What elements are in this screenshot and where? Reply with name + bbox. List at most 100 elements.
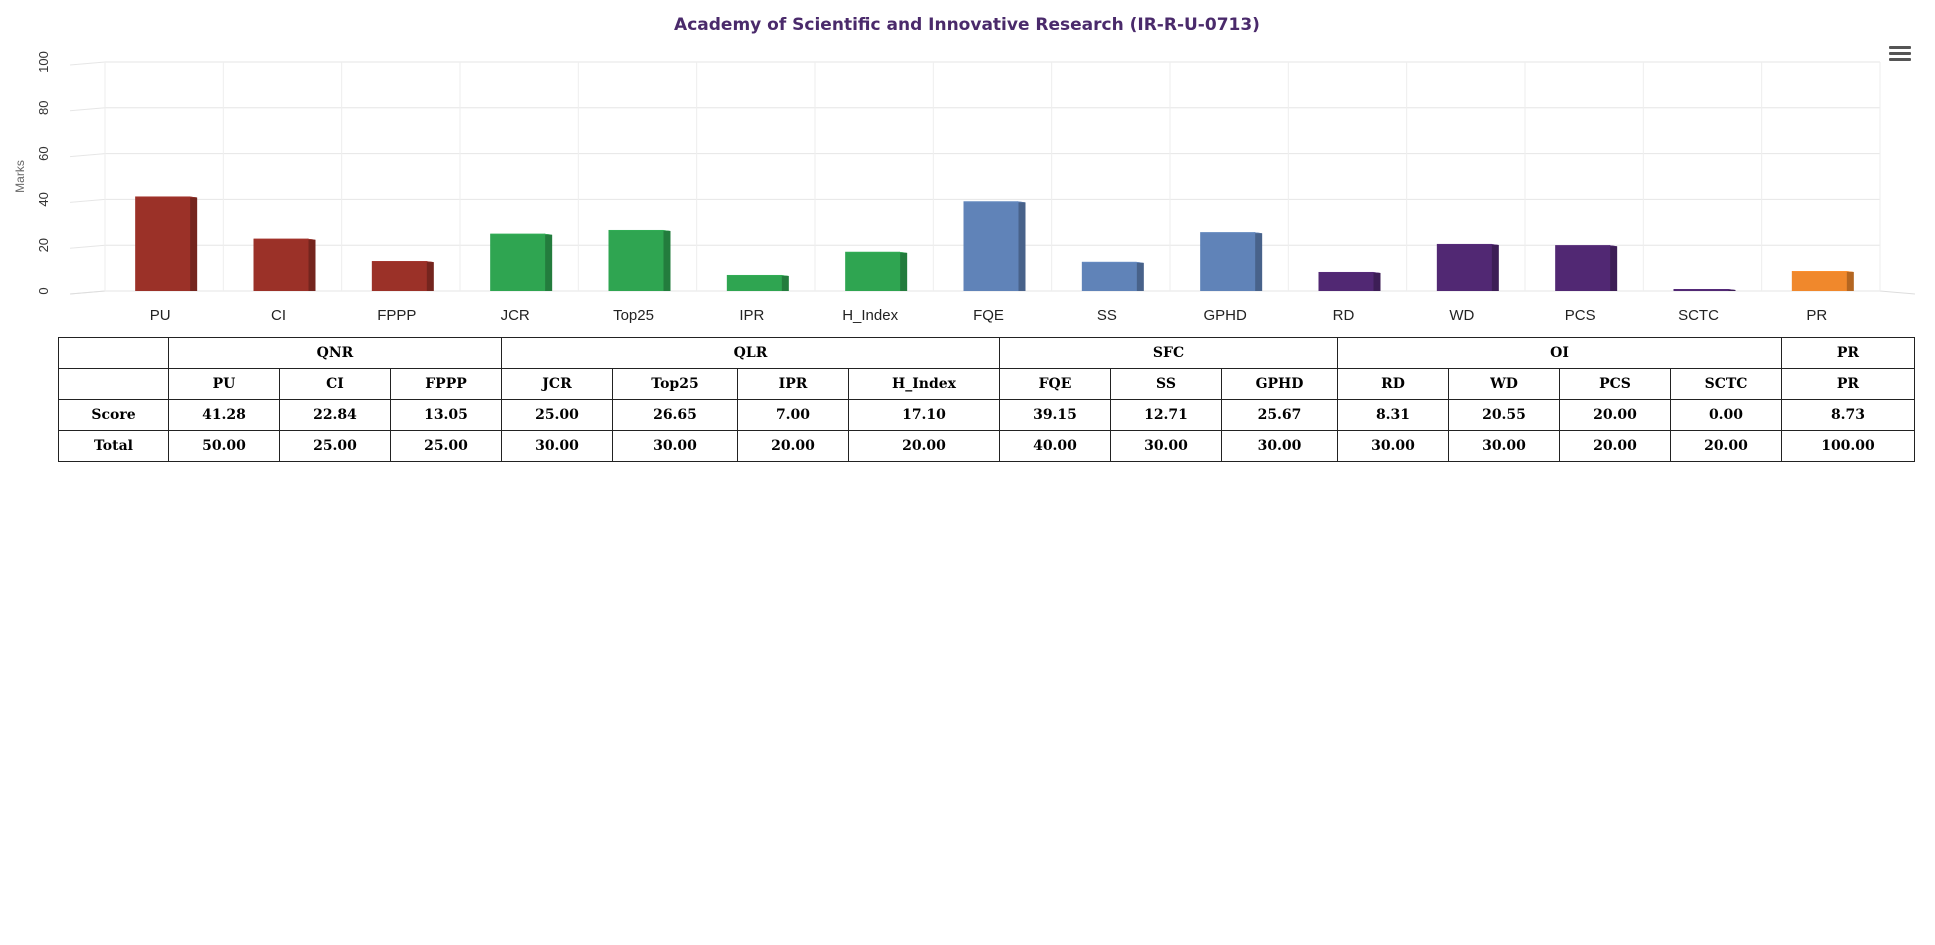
bar-top	[135, 196, 198, 198]
table-cell: 20.00	[1559, 399, 1671, 431]
bar-top	[1436, 243, 1499, 245]
table-cell: 30.00	[1221, 430, 1338, 462]
chart-area: Academy of Scientific and Innovative Res…	[0, 0, 1935, 330]
column-header-cell: SCTC	[1670, 368, 1782, 400]
table-cell: 25.00	[501, 399, 613, 431]
group-header-cell: QLR	[501, 337, 1000, 369]
column-header-cell: FPPP	[390, 368, 502, 400]
group-header-cell: OI	[1337, 337, 1782, 369]
table-cell: 20.00	[1670, 430, 1782, 462]
column-header-cell: CI	[279, 368, 391, 400]
group-header-cell	[58, 337, 169, 369]
bar-top	[845, 251, 908, 253]
table-cell: 17.10	[848, 399, 1000, 431]
table-row: Total 50.00 25.00 25.00 30.00 30.00 20.00 20.00…	[58, 430, 1915, 462]
bar-SS[interactable]	[1081, 261, 1137, 291]
bar-top	[726, 274, 789, 276]
table-cell: 25.67	[1221, 399, 1338, 431]
table-cell: 30.00	[1337, 430, 1449, 462]
bar-side	[1135, 261, 1144, 291]
table-cell: 20.55	[1448, 399, 1560, 431]
bar-side	[780, 274, 789, 291]
y-tick-label: 80	[36, 101, 51, 115]
gridline-slant	[69, 198, 106, 203]
y-tick-label: 40	[36, 192, 51, 206]
bar-side	[189, 196, 198, 291]
bar-top	[1081, 261, 1144, 263]
table-cell: 13.05	[390, 399, 502, 431]
table-cell: 20.00	[737, 430, 849, 462]
bar-side	[1372, 271, 1381, 291]
column-header-cell: IPR	[737, 368, 849, 400]
column-header-cell: GPHD	[1221, 368, 1338, 400]
bar-side	[544, 233, 553, 291]
column-header-cell: PU	[168, 368, 280, 400]
bar-top	[608, 229, 671, 231]
bar-H_Index[interactable]	[845, 251, 901, 291]
bar-CI[interactable]	[253, 238, 309, 291]
bar-chart: Academy of Scientific and Innovative Res…	[13, 15, 1916, 324]
bar-side	[662, 229, 671, 291]
bar-top	[253, 238, 316, 240]
table-cell: 40.00	[999, 430, 1111, 462]
group-header-cell: PR	[1781, 337, 1915, 369]
table-cell: 26.65	[612, 399, 738, 431]
bar-side	[425, 261, 434, 291]
column-header-cell: FQE	[999, 368, 1111, 400]
x-tick-label: FQE	[973, 307, 1004, 324]
table-cell: 20.00	[1559, 430, 1671, 462]
table-cell: 100.00	[1781, 430, 1915, 462]
column-header-cell	[58, 368, 169, 400]
x-tick-label: JCR	[501, 307, 530, 324]
bar-FPPP[interactable]	[371, 261, 427, 291]
gridline-slant	[69, 61, 106, 66]
gridline-slant	[69, 244, 106, 249]
column-header-cell: PR	[1781, 368, 1915, 400]
table-group-row: QNR QLR SFC OI PR	[58, 337, 1915, 369]
x-tick-label: WD	[1449, 307, 1474, 324]
table-cell: 30.00	[1448, 430, 1560, 462]
bar-top	[490, 233, 553, 235]
score-table: QNR QLR SFC OI PR PU CI FPPP JCR Top25 IPR H_Index F…	[58, 337, 1915, 462]
row-label-cell: Total	[58, 430, 169, 462]
group-header-cell: QNR	[168, 337, 502, 369]
hamburger-menu-icon[interactable]	[1889, 46, 1911, 64]
bar-PU[interactable]	[135, 196, 191, 291]
axis-floor-right	[1879, 290, 1916, 295]
bar-IPR[interactable]	[726, 274, 782, 291]
bar-top	[1200, 232, 1263, 234]
bar-side	[1490, 243, 1499, 291]
table-row: Score 41.28 22.84 13.05 25.00 26.65 7.00 17.10 3…	[58, 399, 1915, 431]
table-cell: 0.00	[1670, 399, 1782, 431]
y-tick-label: 100	[36, 51, 51, 73]
column-header-cell: SS	[1110, 368, 1222, 400]
bar-top	[1318, 271, 1381, 273]
table-cell: 8.31	[1337, 399, 1449, 431]
column-header-cell: WD	[1448, 368, 1560, 400]
bar-JCR[interactable]	[490, 233, 546, 291]
y-tick-label: 20	[36, 238, 51, 252]
bar-top	[963, 201, 1026, 203]
bar-side	[1017, 201, 1026, 291]
x-tick-label: RD	[1333, 307, 1355, 324]
column-header-cell: H_Index	[848, 368, 1000, 400]
table-cell: 25.00	[390, 430, 502, 462]
bar-PR[interactable]	[1791, 271, 1847, 291]
bar-GPHD[interactable]	[1200, 232, 1256, 291]
bar-PCS[interactable]	[1555, 245, 1611, 291]
table-cell: 8.73	[1781, 399, 1915, 431]
table-cell: 39.15	[999, 399, 1111, 431]
bar-FQE[interactable]	[963, 201, 1019, 291]
group-header-cell: SFC	[999, 337, 1338, 369]
table-cell: 50.00	[168, 430, 280, 462]
table-cell: 12.71	[1110, 399, 1222, 431]
table-cell: 7.00	[737, 399, 849, 431]
x-tick-label: PCS	[1565, 307, 1596, 324]
bar-WD[interactable]	[1436, 243, 1492, 291]
x-tick-label: H_Index	[842, 307, 898, 324]
bar-Top25[interactable]	[608, 229, 664, 291]
x-tick-label: GPHD	[1203, 307, 1247, 324]
x-tick-label: Top25	[613, 307, 654, 324]
bar-RD[interactable]	[1318, 271, 1374, 291]
table-cell: 30.00	[612, 430, 738, 462]
